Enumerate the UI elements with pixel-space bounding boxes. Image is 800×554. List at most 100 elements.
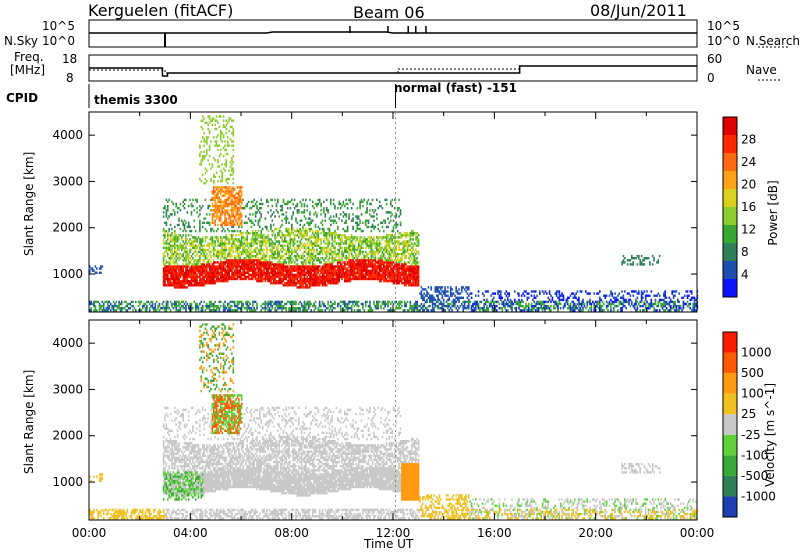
heatmap-cell — [165, 261, 168, 264]
heatmap-cell — [345, 246, 347, 249]
heatmap-cell — [242, 198, 244, 202]
heatmap-cell — [402, 309, 405, 312]
heatmap-cell — [240, 194, 243, 197]
heatmap-cell — [398, 207, 400, 210]
heatmap-cell — [303, 254, 306, 258]
heatmap-cell — [303, 269, 306, 272]
heatmap-cell — [402, 275, 405, 279]
heatmap-cell — [341, 240, 343, 243]
heatmap-cell — [107, 309, 109, 312]
heatmap-cell — [254, 250, 257, 254]
heatmap-cell — [350, 300, 353, 304]
heatmap-cell — [182, 246, 184, 249]
heatmap-cell — [367, 273, 370, 277]
heatmap-cell — [314, 244, 317, 247]
heatmap-cell — [118, 300, 120, 304]
heatmap-cell — [252, 240, 254, 243]
heatmap-cell — [254, 248, 257, 252]
heatmap-cell — [199, 265, 201, 268]
heatmap-cell — [285, 215, 288, 218]
heatmap-cell — [275, 246, 278, 249]
heatmap-cell — [226, 186, 229, 189]
heatmap-cell — [222, 265, 225, 268]
heatmap-cell — [321, 227, 324, 231]
heatmap-cell — [203, 300, 205, 304]
heatmap-cell — [385, 238, 388, 241]
heatmap-cell — [215, 136, 218, 139]
heatmap-cell — [231, 200, 233, 204]
heatmap-cell — [199, 154, 201, 158]
heatmap-cell — [378, 273, 381, 277]
heatmap-cell — [413, 309, 416, 312]
heatmap-cell — [369, 304, 371, 308]
heatmap-cell — [211, 240, 214, 243]
heatmap-cell — [226, 192, 229, 195]
heatmap-cell — [165, 269, 168, 272]
heatmap-cell — [94, 309, 97, 312]
heatmap-cell — [274, 279, 276, 283]
heatmap-cell — [332, 246, 335, 249]
heatmap-cell — [352, 246, 354, 249]
heatmap-cell — [274, 267, 276, 270]
heatmap-cell — [385, 240, 388, 243]
heatmap-cell — [387, 302, 389, 306]
heatmap-cell — [409, 300, 412, 304]
heatmap-cell — [355, 302, 357, 306]
heatmap-cell — [339, 240, 342, 243]
heatmap-cell — [254, 219, 257, 222]
heatmap-cell — [229, 242, 232, 245]
heatmap-cell — [210, 242, 212, 245]
heatmap-cell — [348, 198, 350, 202]
heatmap-cell — [387, 259, 389, 262]
heatmap-cell — [293, 240, 296, 243]
heatmap-cell — [176, 271, 179, 274]
heatmap-cell — [259, 248, 261, 252]
heatmap-cell — [250, 221, 253, 224]
heatmap-cell — [162, 273, 165, 277]
heatmap-cell — [231, 238, 233, 241]
heatmap-cell — [249, 219, 251, 222]
heatmap-cell — [310, 259, 313, 262]
heatmap-cell — [391, 240, 393, 243]
heatmap-cell — [215, 186, 218, 189]
heatmap-cell — [317, 275, 320, 279]
heatmap-cell — [311, 242, 314, 245]
heatmap-cell — [298, 286, 300, 289]
heatmap-cell — [225, 161, 228, 164]
heatmap-cell — [299, 309, 301, 312]
heatmap-cell — [236, 261, 239, 264]
heatmap-cell — [369, 269, 371, 272]
heatmap-cell — [162, 263, 165, 266]
heatmap-cell — [208, 132, 211, 135]
heatmap-cell — [233, 244, 236, 247]
heatmap-cell — [213, 221, 215, 224]
heatmap-cell — [271, 219, 274, 222]
heatmap-cell — [183, 277, 186, 281]
heatmap-cell — [409, 304, 412, 308]
heatmap-cell — [233, 194, 236, 197]
heatmap-cell — [217, 238, 219, 241]
heatmap-cell — [307, 271, 310, 274]
heatmap-cell — [390, 309, 392, 312]
heatmap-cell — [231, 211, 233, 214]
heatmap-cell — [174, 265, 176, 268]
heatmap-cell — [229, 217, 232, 220]
heatmap-cell — [199, 219, 201, 222]
heatmap-cell — [327, 302, 329, 306]
heatmap-cell — [410, 307, 413, 310]
heatmap-cell — [289, 257, 292, 260]
heatmap-cell — [350, 219, 353, 222]
heatmap-cell — [374, 209, 377, 212]
heatmap-cell — [325, 263, 328, 266]
heatmap-cell — [317, 252, 320, 256]
heatmap-cell — [93, 309, 95, 312]
heatmap-cell — [278, 232, 281, 235]
heatmap-cell — [190, 248, 193, 252]
heatmap-cell — [194, 198, 197, 202]
heatmap-cell — [175, 261, 177, 264]
heatmap-cell — [200, 238, 203, 241]
heatmap-cell — [225, 259, 228, 262]
heatmap-cell — [385, 198, 388, 202]
heatmap-cell — [363, 240, 366, 243]
heatmap-cell — [281, 213, 283, 216]
